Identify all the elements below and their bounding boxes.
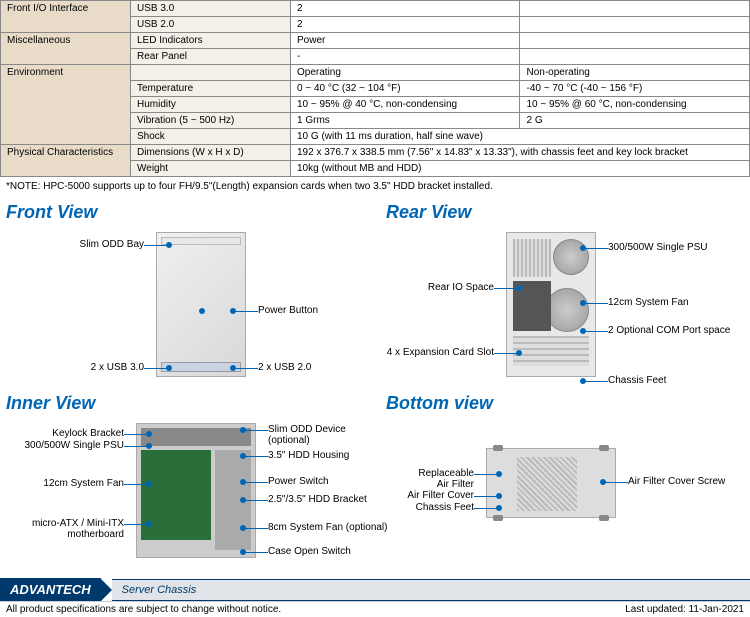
callout-label: Power Button	[258, 305, 318, 316]
footer-disclaimer: All product specifications are subject t…	[6, 604, 281, 615]
spec-value: 0 ~ 40 °C (32 ~ 104 °F)	[291, 81, 520, 97]
callout-label: 12cm System Fan	[608, 297, 689, 308]
callout-label: Air Filter Cover Screw	[628, 476, 725, 487]
spec-value: 10 ~ 95% @ 60 °C, non-condensing	[520, 97, 750, 113]
spec-value: 10 G (with 11 ms duration, half sine wav…	[291, 129, 750, 145]
footer-bottom: All product specifications are subject t…	[0, 601, 750, 617]
spec-value: -	[291, 49, 520, 65]
spec-subcategory: USB 3.0	[131, 1, 291, 17]
spec-value	[520, 17, 750, 33]
spec-subcategory: Shock	[131, 129, 291, 145]
spec-category: Physical Characteristics	[1, 145, 131, 177]
spec-value: Non-operating	[520, 65, 750, 81]
inner-diagram: Keylock Bracket300/500W Single PSU 12cm S…	[6, 418, 386, 568]
spec-value: 1 Grms	[291, 113, 520, 129]
spec-row: Physical CharacteristicsDimensions (W x …	[1, 145, 750, 161]
spec-subcategory: USB 2.0	[131, 17, 291, 33]
callout-label: micro-ATX / Mini-ITX motherboard	[32, 518, 124, 540]
callout-label: 12cm System Fan	[43, 478, 124, 489]
spec-category: Miscellaneous	[1, 33, 131, 65]
spec-value: 10 ~ 95% @ 40 °C, non-condensing	[291, 97, 520, 113]
spec-category: Environment	[1, 65, 131, 145]
footer-updated: Last updated: 11-Jan-2021	[625, 604, 744, 615]
callout-label: 2.5"/3.5" HDD Bracket	[268, 494, 367, 505]
spec-subcategory: Dimensions (W x H x D)	[131, 145, 291, 161]
spec-row: MiscellaneousLED IndicatorsPower	[1, 33, 750, 49]
callout-label: Chassis Feet	[608, 375, 666, 386]
spec-value	[520, 49, 750, 65]
brand-triangle	[101, 579, 112, 601]
front-view-title: Front View	[6, 202, 386, 223]
views-grid: Front View Slim ODD Bay 2 x USB 3.0 Power …	[0, 196, 750, 568]
rear-diagram: Rear IO Space 4 x Expansion Card Slot 300/…	[386, 227, 750, 387]
spec-value: 2	[291, 1, 520, 17]
spec-value	[520, 33, 750, 49]
spec-subcategory: Vibration (5 ~ 500 Hz)	[131, 113, 291, 129]
footer: ADVANTECH Server Chassis All product spe…	[0, 578, 750, 617]
callout-label: 2 x USB 3.0	[91, 362, 144, 373]
callout-label: Power Switch	[268, 476, 329, 487]
brand-logo: ADVANTECH	[0, 578, 101, 601]
inner-view-title: Inner View	[6, 393, 386, 414]
callout-label: 2 x USB 2.0	[258, 362, 311, 373]
callout-label: 2 Optional COM Port space	[608, 325, 730, 336]
callout-label: Slim ODD Bay	[80, 239, 144, 250]
spec-value: 2	[291, 17, 520, 33]
spec-subcategory	[131, 65, 291, 81]
spec-table: Front I/O InterfaceUSB 3.02USB 2.02Misce…	[0, 0, 750, 177]
note-text: *NOTE: HPC-5000 supports up to four FH/9…	[0, 177, 750, 196]
inner-view-section: Inner View Keylock Bracket300/500W Singl…	[6, 387, 386, 568]
footer-category: Server Chassis	[112, 579, 750, 601]
callout-label: 8cm System Fan (optional)	[268, 522, 388, 533]
spec-value: Power	[291, 33, 520, 49]
rear-view-title: Rear View	[386, 202, 750, 223]
spec-value: 192 x 376.7 x 338.5 mm (7.56" x 14.83" x…	[291, 145, 750, 161]
spec-subcategory: Rear Panel	[131, 49, 291, 65]
spec-value: 10kg (without MB and HDD)	[291, 161, 750, 177]
bottom-view-title: Bottom view	[386, 393, 750, 414]
bottom-view-section: Bottom view Replaceable Air FilterAir Fi…	[386, 387, 750, 568]
spec-subcategory: LED Indicators	[131, 33, 291, 49]
callout-label: 3.5" HDD Housing	[268, 450, 349, 461]
callout-label: Air Filter Cover	[407, 490, 474, 501]
spec-row: Front I/O InterfaceUSB 3.02	[1, 1, 750, 17]
rear-view-section: Rear View Rear IO Space 4 x Expansion Car…	[386, 196, 750, 387]
callout-label: 300/500W Single PSU	[24, 440, 124, 451]
callout-label: Slim ODD Device (optional)	[268, 424, 346, 446]
spec-row: EnvironmentOperatingNon-operating	[1, 65, 750, 81]
callout-label: 4 x Expansion Card Slot	[387, 347, 494, 358]
front-view-section: Front View Slim ODD Bay 2 x USB 3.0 Power …	[6, 196, 386, 387]
spec-value: 2 G	[520, 113, 750, 129]
spec-category: Front I/O Interface	[1, 1, 131, 33]
spec-value: -40 ~ 70 °C (-40 ~ 156 °F)	[520, 81, 750, 97]
callout-label: 300/500W Single PSU	[608, 242, 708, 253]
spec-value: Operating	[291, 65, 520, 81]
spec-subcategory: Temperature	[131, 81, 291, 97]
callout-label: Replaceable Air Filter	[418, 468, 474, 490]
bottom-diagram: Replaceable Air FilterAir Filter CoverCh…	[386, 418, 750, 538]
callout-label: Case Open Switch	[268, 546, 351, 557]
front-diagram: Slim ODD Bay 2 x USB 3.0 Power Button 2 x U…	[6, 227, 386, 387]
footer-bar: ADVANTECH Server Chassis	[0, 578, 750, 601]
callout-label: Keylock Bracket	[52, 428, 124, 439]
spec-subcategory: Weight	[131, 161, 291, 177]
callout-label: Chassis Feet	[416, 502, 474, 513]
spec-value	[520, 1, 750, 17]
spec-subcategory: Humidity	[131, 97, 291, 113]
callout-label: Rear IO Space	[428, 282, 494, 293]
